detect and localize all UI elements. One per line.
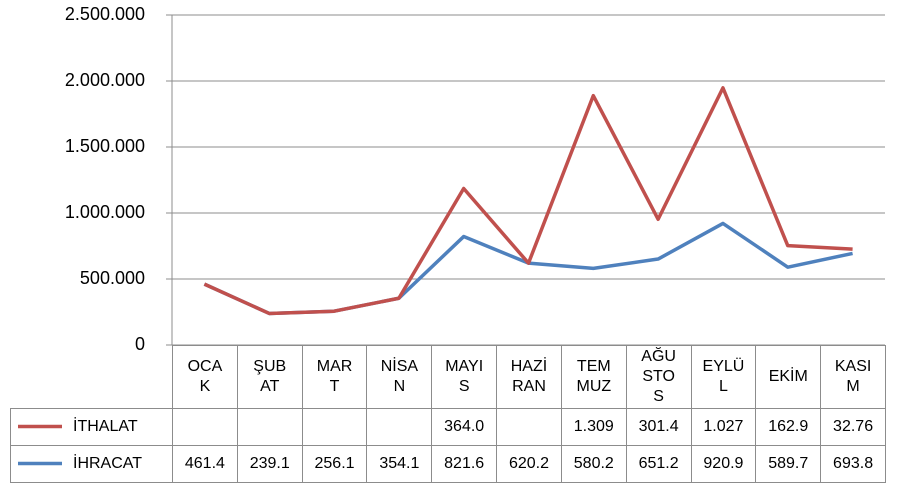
category-label: OCAK — [172, 345, 238, 409]
category-label: HAZİRAN — [496, 345, 562, 409]
value-label — [236, 408, 303, 446]
value-label: 162.9 — [755, 408, 822, 446]
y-tick-label: 1.500.000 — [65, 136, 145, 156]
value-label: 239.1 — [236, 445, 303, 483]
y-tick-label: 1.000.000 — [65, 202, 145, 222]
value-label: 32.76 — [820, 408, 886, 446]
value-label: 580.2 — [560, 445, 627, 483]
value-label: 821.6 — [431, 445, 498, 483]
value-label: 620.2 — [496, 445, 562, 483]
category-label: NİSAN — [366, 345, 433, 409]
value-label: 461.4 — [172, 445, 238, 483]
y-tick-label: 0 — [135, 334, 145, 354]
category-label: EKİM — [755, 345, 822, 409]
y-tick-label: 2.500.000 — [65, 4, 145, 24]
value-label — [172, 408, 238, 446]
value-label: 256.1 — [301, 445, 368, 483]
series-line — [203, 86, 853, 316]
category-label: MART — [301, 345, 368, 409]
value-label: 1.309 — [560, 408, 627, 446]
category-label: EYLÜL — [690, 345, 757, 409]
series-line — [203, 221, 853, 316]
value-label: 364.0 — [431, 408, 498, 446]
value-label: 693.8 — [820, 445, 886, 483]
legend-label: İHRACAT — [10, 445, 173, 483]
value-label: 651.2 — [625, 445, 692, 483]
category-label: TEMMUZ — [560, 345, 627, 409]
value-label — [301, 408, 368, 446]
value-label: 589.7 — [755, 445, 822, 483]
value-label: 920.9 — [690, 445, 757, 483]
category-label: ŞUBAT — [236, 345, 303, 409]
category-label: MAYIS — [431, 345, 498, 409]
category-label: KASIM — [820, 345, 886, 409]
y-tick-label: 500.000 — [80, 268, 145, 288]
value-label: 301.4 — [625, 408, 692, 446]
category-label: AĞUSTOS — [625, 345, 692, 409]
value-label: 1.027 — [690, 408, 757, 446]
value-label — [366, 408, 433, 446]
value-label — [496, 408, 562, 446]
value-label: 354.1 — [366, 445, 433, 483]
legend-label: İTHALAT — [10, 408, 173, 446]
y-tick-label: 2.000.000 — [65, 70, 145, 90]
